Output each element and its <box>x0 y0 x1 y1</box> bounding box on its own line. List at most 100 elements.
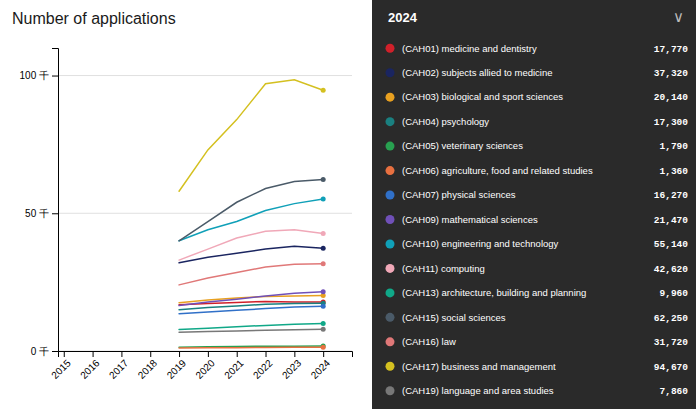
legend-entry: (CAH09) mathematical sciences 21,470 <box>386 214 689 226</box>
end-point <box>321 321 326 326</box>
legend-entry: (CAH04) psychology 17,300 <box>386 116 689 128</box>
legend-label: (CAH06) agriculture, food and related st… <box>402 165 593 176</box>
y-tick: 0 千 <box>31 346 58 357</box>
grid-line <box>58 75 352 76</box>
x-tick-mark <box>294 351 295 357</box>
end-point <box>321 289 326 294</box>
legend-value: 37,320 <box>654 68 689 79</box>
x-tick-mark <box>266 351 267 357</box>
y-tick-mark <box>52 213 58 214</box>
x-tick-label: 2016 <box>78 357 102 381</box>
series-line <box>179 264 323 285</box>
x-tick: 2019 <box>165 351 189 381</box>
legend-label: (CAH09) mathematical sciences <box>402 214 538 225</box>
legend-value: 1,790 <box>659 141 688 152</box>
legend-entry: (CAH06) agriculture, food and related st… <box>386 165 689 177</box>
y-tick-label: 50 千 <box>25 208 49 219</box>
legend-swatch <box>386 239 395 248</box>
y-tick-label: 100 千 <box>20 70 49 81</box>
series-line <box>179 296 323 303</box>
series-line <box>179 80 323 192</box>
legend-label: (CAH01) medicine and dentistry <box>402 43 537 54</box>
y-axis: 0 千 50 千 100 千 <box>20 49 59 357</box>
legend-value: 55,140 <box>654 239 689 250</box>
legend-label: (CAH03) biological and sport sciences <box>402 91 563 102</box>
x-axis: 2015201620172018201920202021202220232024 <box>49 351 352 381</box>
legend-entry: (CAH10) engineering and technology 55,140 <box>386 238 689 250</box>
legend-swatch <box>386 93 395 102</box>
plot-area: 2015201620172018201920202021202220232024… <box>20 49 353 381</box>
legend-label: (CAH07) physical sciences <box>402 189 516 200</box>
legend-label: (CAH13) architecture, building and plann… <box>402 287 586 298</box>
dropdown[interactable]: ∨ <box>673 8 684 25</box>
legend: 2024 ∨ (CAH01) medicine and dentistry 17,77… <box>372 0 696 409</box>
legend-swatch <box>386 313 395 322</box>
y-tick-label: 0 千 <box>31 346 49 357</box>
series-line <box>179 292 323 306</box>
end-point <box>321 88 326 93</box>
legend-entry: (CAH07) physical sciences 16,270 <box>386 189 689 201</box>
legend-swatch <box>386 337 395 346</box>
legend-swatch <box>386 191 395 200</box>
x-tick: 2018 <box>136 351 160 381</box>
x-tick-mark <box>64 351 65 357</box>
x-tick-label: 2017 <box>107 357 131 381</box>
x-tick-mark <box>179 351 180 357</box>
series-line <box>179 306 323 314</box>
legend-swatch <box>386 288 395 297</box>
legend-entry: (CAH05) veterinary sciences 1,790 <box>386 140 689 152</box>
series-line <box>179 329 323 332</box>
end-point <box>321 231 326 236</box>
series-line <box>179 346 323 347</box>
series-line <box>179 347 323 349</box>
legend-swatch <box>386 362 395 371</box>
x-tick-label: 2018 <box>136 357 160 381</box>
series-group <box>179 80 326 350</box>
legend-value: 16,270 <box>654 190 689 201</box>
legend-value: 42,620 <box>654 264 689 275</box>
legend-swatch <box>386 215 395 224</box>
legend-entry: (CAH16) law31,720 <box>386 336 689 348</box>
y-tick: 100 千 <box>20 70 58 81</box>
x-tick-mark <box>93 351 94 357</box>
series-line <box>179 230 323 260</box>
legend-label: (CAH04) psychology <box>402 116 489 127</box>
legend-value: 9,960 <box>659 288 688 299</box>
x-tick-label: 2023 <box>280 357 304 381</box>
y-tick: 50 千 <box>25 208 58 219</box>
x-tick: 2021 <box>222 351 246 381</box>
legend-swatch <box>386 68 395 77</box>
legend-label: (CAH11) computing <box>402 263 485 274</box>
x-tick-mark <box>121 351 122 357</box>
legend-swatch <box>386 117 395 126</box>
legend-value: 31,720 <box>654 337 689 348</box>
legend-label: (CAH10) engineering and technology <box>402 238 559 249</box>
x-tick: 2024 <box>309 351 333 381</box>
x-tick: 2016 <box>78 351 102 381</box>
legend-label: (CAH19) language and area studies <box>402 385 554 396</box>
legend-value: 20,140 <box>654 92 689 103</box>
legend-value: 21,470 <box>654 215 689 226</box>
legend-value: 7,860 <box>659 386 688 397</box>
end-point <box>321 304 326 309</box>
series-line <box>179 246 323 263</box>
legend-value: 17,300 <box>654 117 689 128</box>
series-line <box>179 180 323 241</box>
legend-label: (CAH17) business and management <box>402 361 556 372</box>
end-point <box>321 345 326 350</box>
legend-label: (CAH05) veterinary sciences <box>402 140 523 151</box>
end-point <box>321 177 326 182</box>
legend-swatch <box>386 142 395 151</box>
legend-entry: (CAH15) social sciences62,250 <box>386 312 689 324</box>
x-tick-mark <box>323 351 324 357</box>
legend-title: 2024 <box>388 10 418 25</box>
legend-entry: (CAH03) biological and sport sciences 20,… <box>386 91 689 103</box>
legend-value: 17,770 <box>654 44 689 55</box>
x-axis-line <box>59 352 353 358</box>
y-tick-mark <box>52 351 58 352</box>
grid-line <box>58 213 352 214</box>
chart: Number of applications201520162017201820… <box>0 0 696 409</box>
end-point <box>321 197 326 202</box>
legend-entry: (CAH13) architecture, building and plann… <box>386 287 689 299</box>
legend-entry: (CAH01) medicine and dentistry 17,770 <box>386 43 689 55</box>
